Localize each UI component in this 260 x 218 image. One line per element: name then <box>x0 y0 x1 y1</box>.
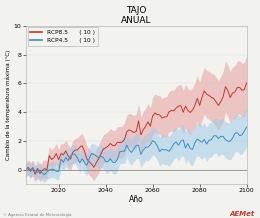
Y-axis label: Cambio de la temperatura máxima (°C): Cambio de la temperatura máxima (°C) <box>5 50 11 160</box>
Text: AEMet: AEMet <box>230 211 255 217</box>
Title: TAJO
ANUAL: TAJO ANUAL <box>121 5 151 25</box>
Text: © Agencia Estatal de Meteorología: © Agencia Estatal de Meteorología <box>3 213 71 217</box>
X-axis label: Año: Año <box>129 195 144 204</box>
Legend: RCP8.5      ( 10 ), RCP4.5      ( 10 ): RCP8.5 ( 10 ), RCP4.5 ( 10 ) <box>28 27 98 46</box>
